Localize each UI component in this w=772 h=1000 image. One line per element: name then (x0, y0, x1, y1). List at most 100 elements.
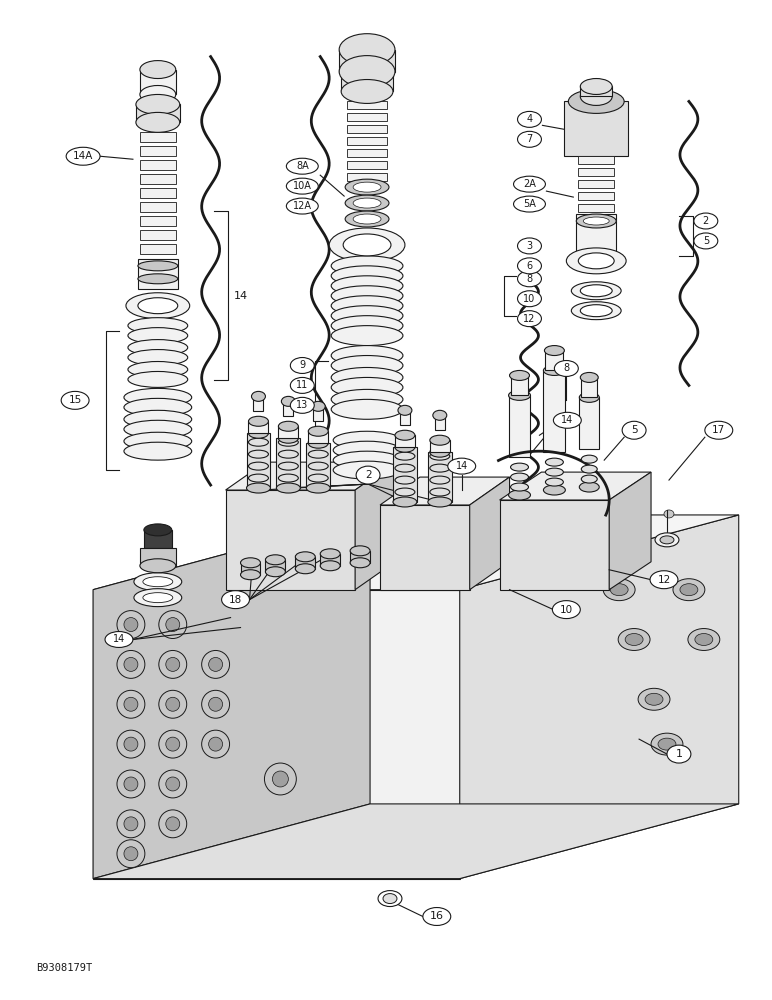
Polygon shape (469, 477, 510, 590)
Bar (510, 375, 529, 395)
Text: 17: 17 (713, 425, 726, 435)
Text: 9: 9 (300, 360, 306, 370)
Ellipse shape (201, 730, 229, 758)
Text: 5: 5 (703, 236, 709, 246)
Ellipse shape (428, 497, 452, 507)
Ellipse shape (465, 550, 475, 558)
Bar (350, 551, 370, 563)
Ellipse shape (517, 258, 541, 274)
Ellipse shape (513, 196, 546, 212)
Bar (140, 146, 176, 156)
Text: 12: 12 (523, 314, 536, 324)
Ellipse shape (124, 777, 138, 791)
Text: B9308179T: B9308179T (36, 963, 93, 973)
Ellipse shape (159, 690, 187, 718)
Ellipse shape (281, 396, 296, 406)
Bar (347, 137, 387, 145)
Text: 10: 10 (523, 294, 536, 304)
Ellipse shape (201, 690, 229, 718)
Ellipse shape (306, 483, 330, 493)
Ellipse shape (430, 447, 450, 457)
Ellipse shape (124, 388, 191, 406)
Bar (578, 168, 615, 176)
Ellipse shape (124, 817, 138, 831)
Polygon shape (380, 477, 510, 505)
Ellipse shape (334, 461, 401, 479)
Ellipse shape (651, 733, 683, 755)
Bar (578, 204, 615, 212)
Ellipse shape (279, 474, 298, 482)
Ellipse shape (126, 293, 190, 319)
Ellipse shape (448, 458, 476, 474)
Ellipse shape (546, 458, 564, 466)
Ellipse shape (117, 810, 145, 838)
Ellipse shape (695, 634, 713, 645)
Ellipse shape (246, 483, 270, 493)
Ellipse shape (124, 432, 191, 450)
Ellipse shape (128, 328, 188, 344)
Ellipse shape (208, 697, 222, 711)
Ellipse shape (124, 697, 138, 711)
Ellipse shape (505, 546, 514, 554)
Ellipse shape (166, 777, 180, 791)
Bar (140, 160, 176, 170)
Text: 14: 14 (455, 461, 468, 471)
Polygon shape (93, 515, 370, 879)
Ellipse shape (510, 483, 529, 491)
Ellipse shape (331, 276, 403, 296)
Ellipse shape (339, 56, 395, 87)
Ellipse shape (383, 894, 397, 904)
Ellipse shape (140, 61, 176, 79)
Ellipse shape (517, 238, 541, 254)
Bar (393, 447, 417, 502)
Ellipse shape (128, 362, 188, 377)
Polygon shape (225, 462, 395, 490)
Bar (246, 433, 270, 488)
Ellipse shape (279, 433, 298, 443)
Bar (140, 230, 176, 240)
Text: 15: 15 (69, 395, 82, 405)
Ellipse shape (134, 589, 181, 607)
Ellipse shape (398, 405, 412, 415)
Ellipse shape (581, 79, 612, 94)
Bar (400, 410, 410, 425)
Ellipse shape (584, 217, 609, 225)
Ellipse shape (554, 412, 581, 428)
Ellipse shape (578, 253, 615, 269)
Ellipse shape (581, 285, 612, 297)
Ellipse shape (660, 536, 674, 544)
Ellipse shape (249, 416, 269, 426)
Bar (578, 156, 615, 164)
Ellipse shape (117, 840, 145, 868)
Text: 5A: 5A (523, 199, 536, 209)
Ellipse shape (138, 261, 178, 271)
Ellipse shape (241, 570, 260, 580)
Ellipse shape (265, 763, 296, 795)
Ellipse shape (286, 158, 318, 174)
Ellipse shape (117, 770, 145, 798)
Ellipse shape (517, 291, 541, 307)
Ellipse shape (618, 629, 650, 650)
Ellipse shape (331, 367, 403, 387)
Polygon shape (93, 804, 739, 879)
Ellipse shape (430, 452, 450, 460)
Bar (241, 563, 260, 575)
Ellipse shape (166, 618, 180, 632)
Ellipse shape (554, 361, 578, 376)
Bar (435, 415, 445, 430)
Ellipse shape (543, 365, 565, 375)
Bar (140, 244, 176, 254)
Ellipse shape (249, 462, 269, 470)
Polygon shape (93, 515, 739, 590)
Ellipse shape (311, 401, 325, 411)
Text: 14A: 14A (73, 151, 93, 161)
Ellipse shape (510, 370, 530, 380)
Ellipse shape (650, 571, 678, 589)
Ellipse shape (423, 908, 451, 925)
Text: 8A: 8A (296, 161, 309, 171)
Ellipse shape (308, 438, 328, 448)
Ellipse shape (279, 462, 298, 470)
Ellipse shape (667, 745, 691, 763)
Ellipse shape (395, 430, 415, 440)
Text: 16: 16 (430, 911, 444, 921)
